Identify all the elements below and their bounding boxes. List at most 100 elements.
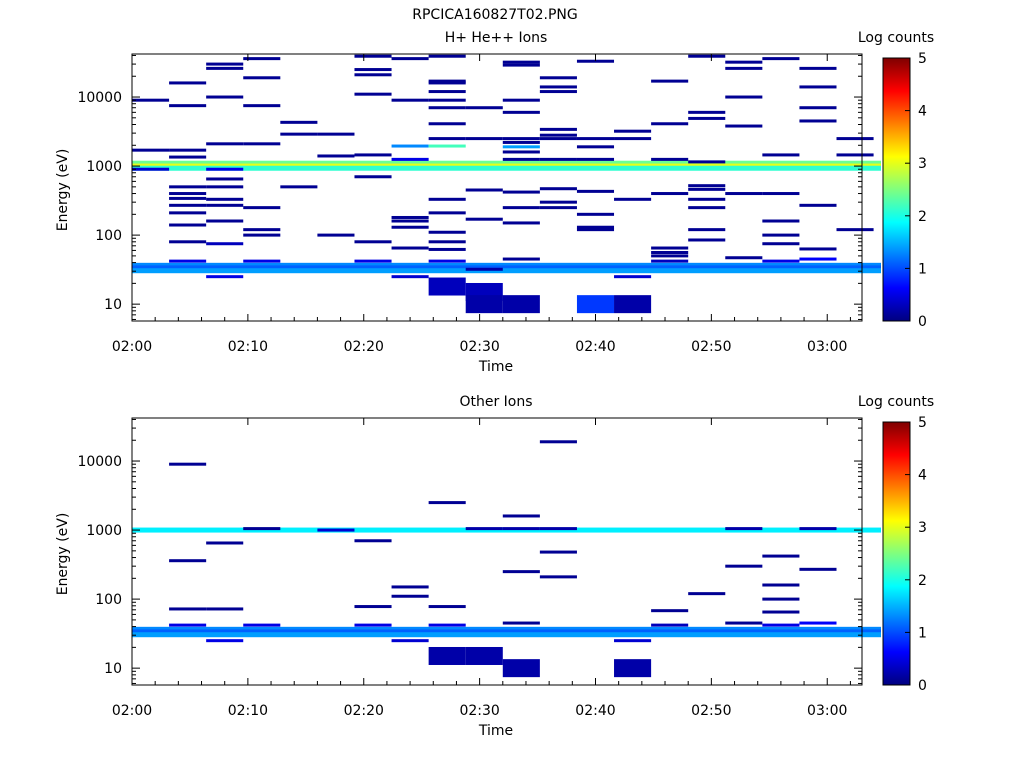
heatmap-cell xyxy=(169,259,207,263)
x-axis-label: Time xyxy=(478,723,513,739)
colorbar-tick-label: 1 xyxy=(918,261,927,277)
x-tick-label: 02:40 xyxy=(575,339,615,355)
heatmap-cell xyxy=(391,157,429,161)
heatmap-cell xyxy=(799,621,837,625)
heatmap-cell xyxy=(651,246,689,250)
panel-h-he-ions: H+ He++ Ions Log counts Time Energy (eV)… xyxy=(55,30,934,375)
heatmap-cell xyxy=(651,122,689,126)
heatmap-cell xyxy=(614,275,652,279)
colorbar-tick-label: 3 xyxy=(918,156,927,172)
heatmap-cell xyxy=(428,230,466,234)
heatmap-cell xyxy=(206,177,244,181)
heatmap-cell xyxy=(206,541,244,545)
heatmap-cell xyxy=(243,259,281,263)
colorbar-tick-label: 2 xyxy=(918,209,927,225)
heatmap-cell xyxy=(799,527,837,531)
heatmap-cell xyxy=(169,155,207,159)
heatmap-band xyxy=(132,262,882,268)
x-tick-label: 02:00 xyxy=(112,339,152,355)
heatmap-cell xyxy=(502,206,540,210)
colorbar-label: Log counts xyxy=(858,394,934,410)
heatmap-cell xyxy=(243,57,281,61)
heatmap-band xyxy=(132,626,882,632)
heatmap-cell xyxy=(725,124,763,128)
heatmap-cell xyxy=(132,98,170,102)
heatmap-cell xyxy=(651,623,689,627)
heatmap-cell xyxy=(614,659,652,678)
heatmap-cell xyxy=(725,621,763,625)
heatmap-cell xyxy=(539,206,577,210)
heatmap-cell xyxy=(465,646,503,665)
colorbar-tick-label: 4 xyxy=(918,468,927,484)
heatmap-cell xyxy=(688,197,726,201)
colorbar: 0 1 2 3 4 5 xyxy=(882,51,927,330)
heatmap-cell xyxy=(391,594,429,598)
heatmap-cell xyxy=(354,240,392,244)
heatmap-cell xyxy=(762,153,800,157)
heatmap-cell xyxy=(539,550,577,554)
heatmap-cell xyxy=(169,223,207,227)
heatmap-cell xyxy=(539,76,577,80)
heatmap-cell xyxy=(169,211,207,215)
heatmap-cell xyxy=(428,54,466,58)
heatmap-cell xyxy=(688,116,726,120)
heatmap-cell xyxy=(614,129,652,133)
heatmap-cell xyxy=(354,92,392,96)
y-tick-label: 100 xyxy=(95,592,122,608)
heatmap-cell xyxy=(132,148,170,152)
heatmap-cell xyxy=(280,185,318,189)
heatmap-cell xyxy=(206,639,244,643)
heatmap-cell xyxy=(428,646,466,665)
heatmap-cell xyxy=(206,62,244,66)
heatmap-cell xyxy=(502,137,540,141)
heatmap-cell xyxy=(317,132,355,136)
heatmap-cell xyxy=(206,167,244,171)
colorbar-tick-label: 5 xyxy=(918,415,927,431)
heatmap-cell xyxy=(762,242,800,246)
heatmap-cell xyxy=(651,192,689,196)
heatmap-band xyxy=(132,268,882,274)
colorbar: 0 1 2 3 4 5 xyxy=(882,415,927,694)
heatmap-cell xyxy=(502,63,540,67)
heatmap-cell xyxy=(725,95,763,99)
heatmap-cell xyxy=(206,275,244,279)
x-tick-labels: 02:00 02:10 02:20 02:30 02:40 02:50 03:00 xyxy=(112,339,848,355)
heatmap-cell xyxy=(762,192,800,196)
heatmap-cell xyxy=(651,259,689,263)
heatmap-cell xyxy=(391,585,429,589)
heatmap-band xyxy=(132,632,882,638)
heatmap-cell xyxy=(762,233,800,237)
heatmap-cell xyxy=(132,167,170,171)
x-tick-label: 02:10 xyxy=(228,703,268,719)
heatmap-cell xyxy=(502,98,540,102)
heatmap-cell xyxy=(688,110,726,114)
x-tick-label: 02:30 xyxy=(459,703,499,719)
heatmap-cell xyxy=(465,137,503,141)
heatmap-band xyxy=(132,165,882,171)
heatmap-cell xyxy=(799,203,837,207)
heatmap-cell xyxy=(169,240,207,244)
colorbar-tick-label: 0 xyxy=(918,314,927,330)
heatmap-cell xyxy=(243,623,281,627)
heatmap-cell xyxy=(688,54,726,58)
heatmap-cell xyxy=(762,597,800,601)
heatmap-cell xyxy=(539,133,577,137)
x-tick-label: 02:50 xyxy=(691,339,731,355)
heatmap-cell xyxy=(169,607,207,611)
y-tick-label: 10000 xyxy=(77,454,122,470)
heatmap-cell xyxy=(502,527,540,531)
heatmap-cell xyxy=(762,219,800,223)
heatmap-cell xyxy=(317,528,355,532)
heatmap-cell xyxy=(465,527,503,531)
colorbar-tick-label: 4 xyxy=(918,104,927,120)
heatmap-cell xyxy=(391,144,429,148)
heatmap-cell xyxy=(391,246,429,250)
heatmap-cell xyxy=(725,527,763,531)
heatmap-cell xyxy=(428,247,466,251)
x-tick-label: 02:30 xyxy=(459,339,499,355)
heatmap-cell xyxy=(725,66,763,70)
heatmap-cell xyxy=(243,142,281,146)
heatmap-cell xyxy=(762,583,800,587)
heatmap-cell xyxy=(391,215,429,219)
heatmap-cell xyxy=(502,621,540,625)
